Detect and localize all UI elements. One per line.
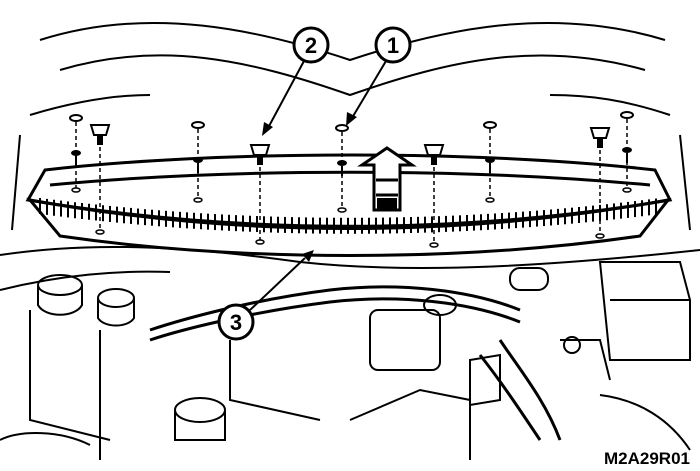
figure-id-label: M2A29R01 [604,449,690,468]
cowl-panel [25,153,673,257]
hood-outline [11,21,691,231]
screw-washer [69,114,83,122]
clip-stem [431,155,437,165]
screw-hole [622,187,632,193]
clip-stem [97,135,103,145]
callout-1-label: 1 [387,33,399,58]
screw-hole [485,197,495,203]
screw-washer [191,121,205,129]
callout-2-label: 2 [305,33,317,58]
screw-washer [483,121,497,129]
screw-hole [71,187,81,193]
callout-2: 2 [262,26,330,136]
removal-direction-arrow-icon [357,146,417,212]
clip-stem [597,138,603,148]
clip-hole [595,233,605,239]
clip-head [249,144,271,156]
screw-hole [337,207,347,213]
callout-3-label: 3 [230,310,242,335]
engine-bay [0,245,700,460]
screw-washer [620,111,634,119]
fasteners-group [69,111,634,248]
clip-head [423,144,445,156]
clip-hole [255,239,265,245]
clip-hole [429,242,439,248]
clip-hole [95,229,105,235]
screw-hole [193,197,203,203]
clip-head [89,124,111,136]
callout-1: 1 [346,26,412,126]
clip-head [589,127,611,139]
callout-3: 3 [217,250,314,341]
clip-stem [257,155,263,165]
screw-washer [335,124,349,132]
